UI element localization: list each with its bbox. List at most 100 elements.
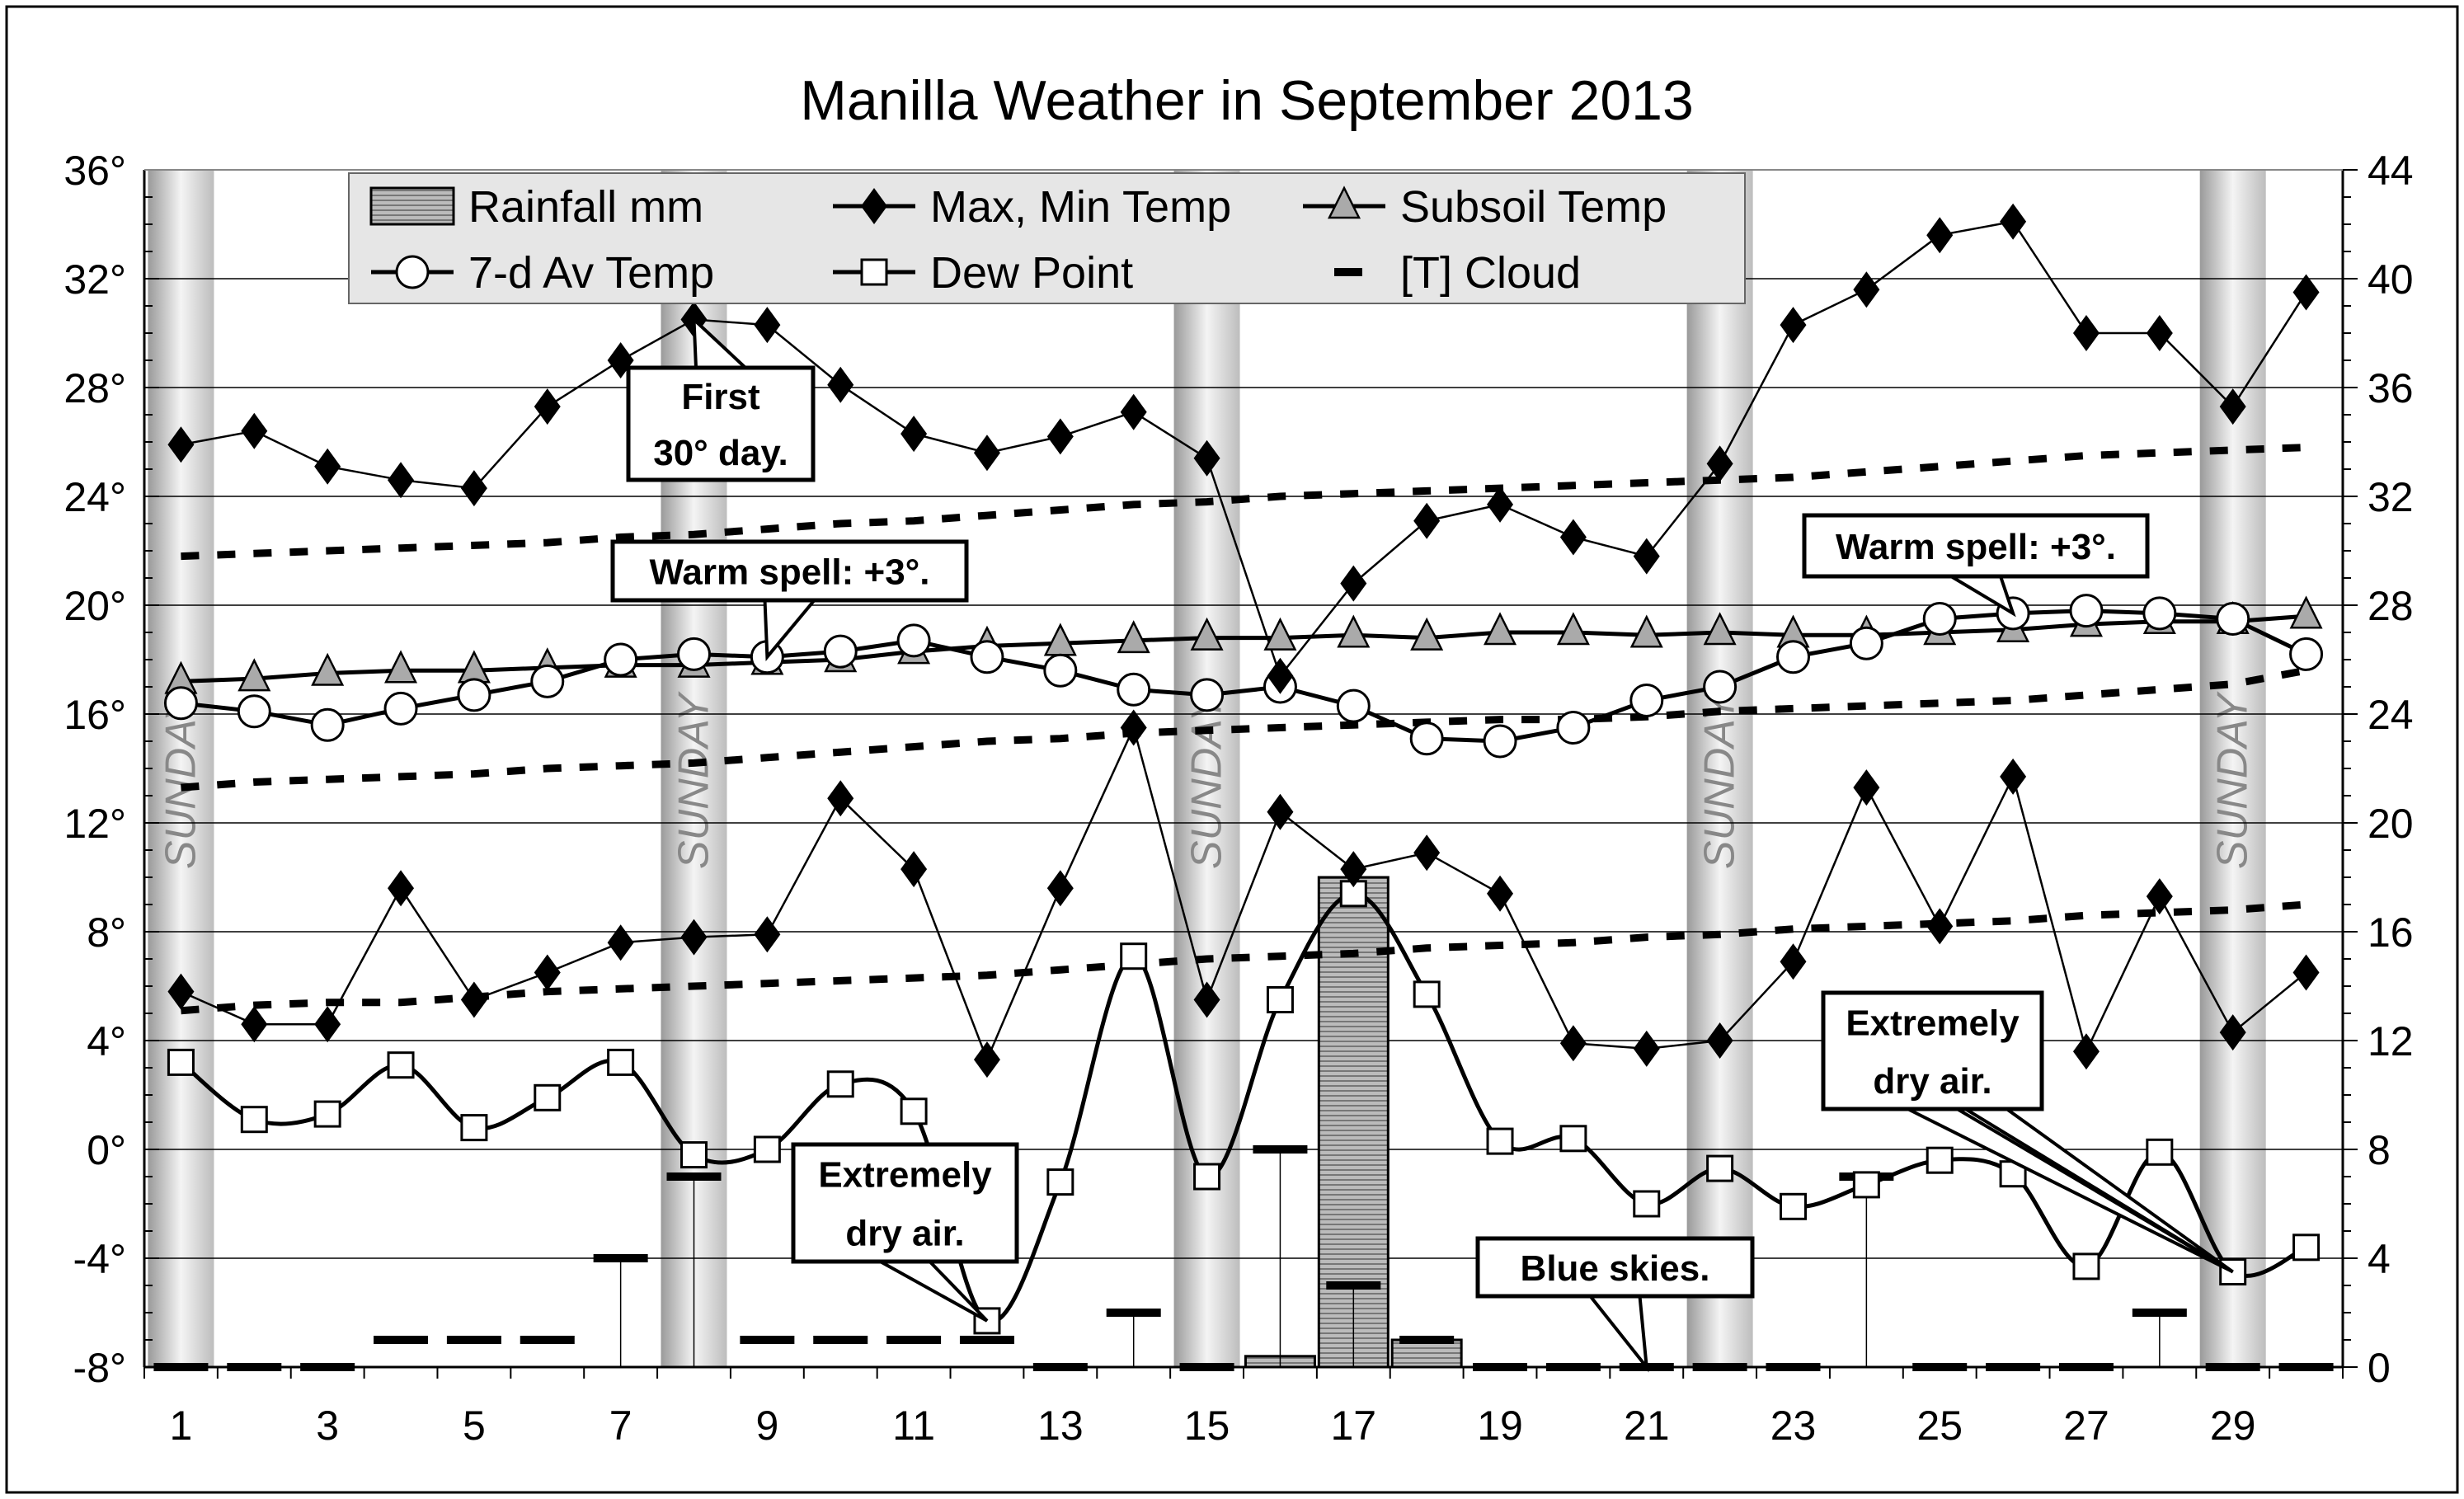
max-point xyxy=(167,426,195,463)
min-point xyxy=(241,1006,268,1043)
min-point xyxy=(1780,943,1807,980)
dew-point xyxy=(167,1048,195,1076)
callout: Warm spell: +3°. xyxy=(610,539,969,661)
min-point xyxy=(900,851,928,888)
avg7-point xyxy=(1190,678,1225,712)
sunday-band xyxy=(2199,170,2266,1367)
subsoil-point xyxy=(1556,612,1590,646)
max-point xyxy=(314,448,341,485)
dew-point xyxy=(1120,942,1148,970)
dew-point xyxy=(1486,1127,1514,1155)
max-point xyxy=(1706,445,1733,482)
x-tick-label: 11 xyxy=(892,1403,935,1449)
subsoil-point xyxy=(1190,617,1224,651)
legend-marker xyxy=(1327,186,1361,219)
normal-nmean-line xyxy=(181,666,2307,792)
y-tick-label: 12° xyxy=(63,801,126,847)
dew-point xyxy=(680,1141,708,1169)
normal-nmax-line xyxy=(181,444,2306,561)
y2-tick-label: 16 xyxy=(2368,909,2414,956)
max-point xyxy=(1413,502,1441,539)
dew-point xyxy=(607,1048,635,1076)
min-point xyxy=(167,973,195,1010)
x-tick-label: 23 xyxy=(1770,1403,1817,1449)
subsoil-point xyxy=(1484,612,1517,646)
legend-label: 7-d Av Temp xyxy=(468,248,714,298)
callout: Extremely dry air. xyxy=(1821,990,2234,1274)
avg7-point xyxy=(1556,711,1591,745)
min-point xyxy=(1120,709,1147,746)
x-tick-label: 13 xyxy=(1037,1403,1084,1449)
avg7-point xyxy=(1117,672,1151,707)
callout-box xyxy=(626,365,816,482)
avg7-point xyxy=(237,694,271,729)
min-point xyxy=(1926,908,1954,945)
min-point xyxy=(1487,875,1514,912)
callout-text: Extremely xyxy=(1846,1003,2020,1043)
y-tick-label: 4° xyxy=(87,1018,126,1064)
min-point xyxy=(680,919,708,956)
subsoil-point xyxy=(237,658,271,692)
dew-point xyxy=(313,1100,341,1128)
x-tick-label: 5 xyxy=(463,1403,486,1449)
callout-text: Blue skies. xyxy=(1521,1248,1710,1289)
avg7-point xyxy=(1703,670,1737,704)
y-tick-label: 32° xyxy=(63,256,126,303)
subsoil-point xyxy=(384,650,418,684)
max-point xyxy=(534,388,561,425)
avg7-point xyxy=(677,637,711,671)
legend-label: [T] Cloud xyxy=(1400,248,1581,298)
min-point xyxy=(827,780,854,817)
sunday-label: SUNDAY xyxy=(157,691,205,869)
max-point xyxy=(1926,217,1954,254)
avg7-point xyxy=(530,664,565,698)
max-point xyxy=(1120,393,1147,430)
avg7-point xyxy=(1922,602,1957,636)
max-point xyxy=(2219,388,2246,425)
avg7-point xyxy=(1043,653,1078,688)
avg7-point xyxy=(2289,637,2324,671)
max-point xyxy=(1633,538,1660,575)
y2-tick-label: 4 xyxy=(2368,1236,2391,1282)
min-point xyxy=(314,1006,341,1043)
avg7-point xyxy=(1849,626,1883,660)
max-point xyxy=(2072,315,2100,351)
dew-point xyxy=(1339,880,1367,908)
max-point xyxy=(2146,315,2173,351)
callout-text: First xyxy=(681,377,760,417)
sunday-label: SUNDAY xyxy=(1183,691,1231,869)
avg7-point xyxy=(1776,640,1810,674)
y-tick-label: 20° xyxy=(63,583,126,629)
dew-point xyxy=(1852,1171,1880,1199)
legend-label: Max, Min Temp xyxy=(930,182,1231,232)
y-tick-label: 28° xyxy=(63,365,126,411)
min-point xyxy=(2072,1033,2100,1070)
y2-tick-label: 28 xyxy=(2368,583,2414,629)
callout-text: 30° day. xyxy=(653,433,788,473)
min-point xyxy=(2219,1014,2246,1051)
dew-point xyxy=(1413,980,1441,1008)
legend-label: Rainfall mm xyxy=(468,182,703,232)
dew-point xyxy=(2146,1138,2174,1166)
subsoil-point xyxy=(311,652,345,686)
max-point xyxy=(1340,565,1367,602)
x-tick-label: 21 xyxy=(1624,1403,1670,1449)
callout: Warm spell: +3°. xyxy=(1802,513,2150,618)
legend-marker xyxy=(860,258,888,286)
avg7-point xyxy=(383,691,418,726)
x-tick-label: 7 xyxy=(609,1403,632,1449)
max-point xyxy=(241,412,268,449)
callout-box xyxy=(1475,1236,1755,1299)
x-tick-label: 15 xyxy=(1184,1403,1230,1449)
subsoil-line xyxy=(181,613,2306,684)
min-point xyxy=(388,870,415,907)
y-tick-label: -8° xyxy=(73,1345,126,1391)
subsoil-point xyxy=(1410,617,1444,651)
avg7-point xyxy=(1336,688,1371,723)
x-tick-label: 19 xyxy=(1477,1403,1523,1449)
dew-point xyxy=(2072,1252,2100,1280)
min-point xyxy=(534,954,561,991)
legend-box xyxy=(348,172,1746,304)
callout-box xyxy=(610,539,969,603)
